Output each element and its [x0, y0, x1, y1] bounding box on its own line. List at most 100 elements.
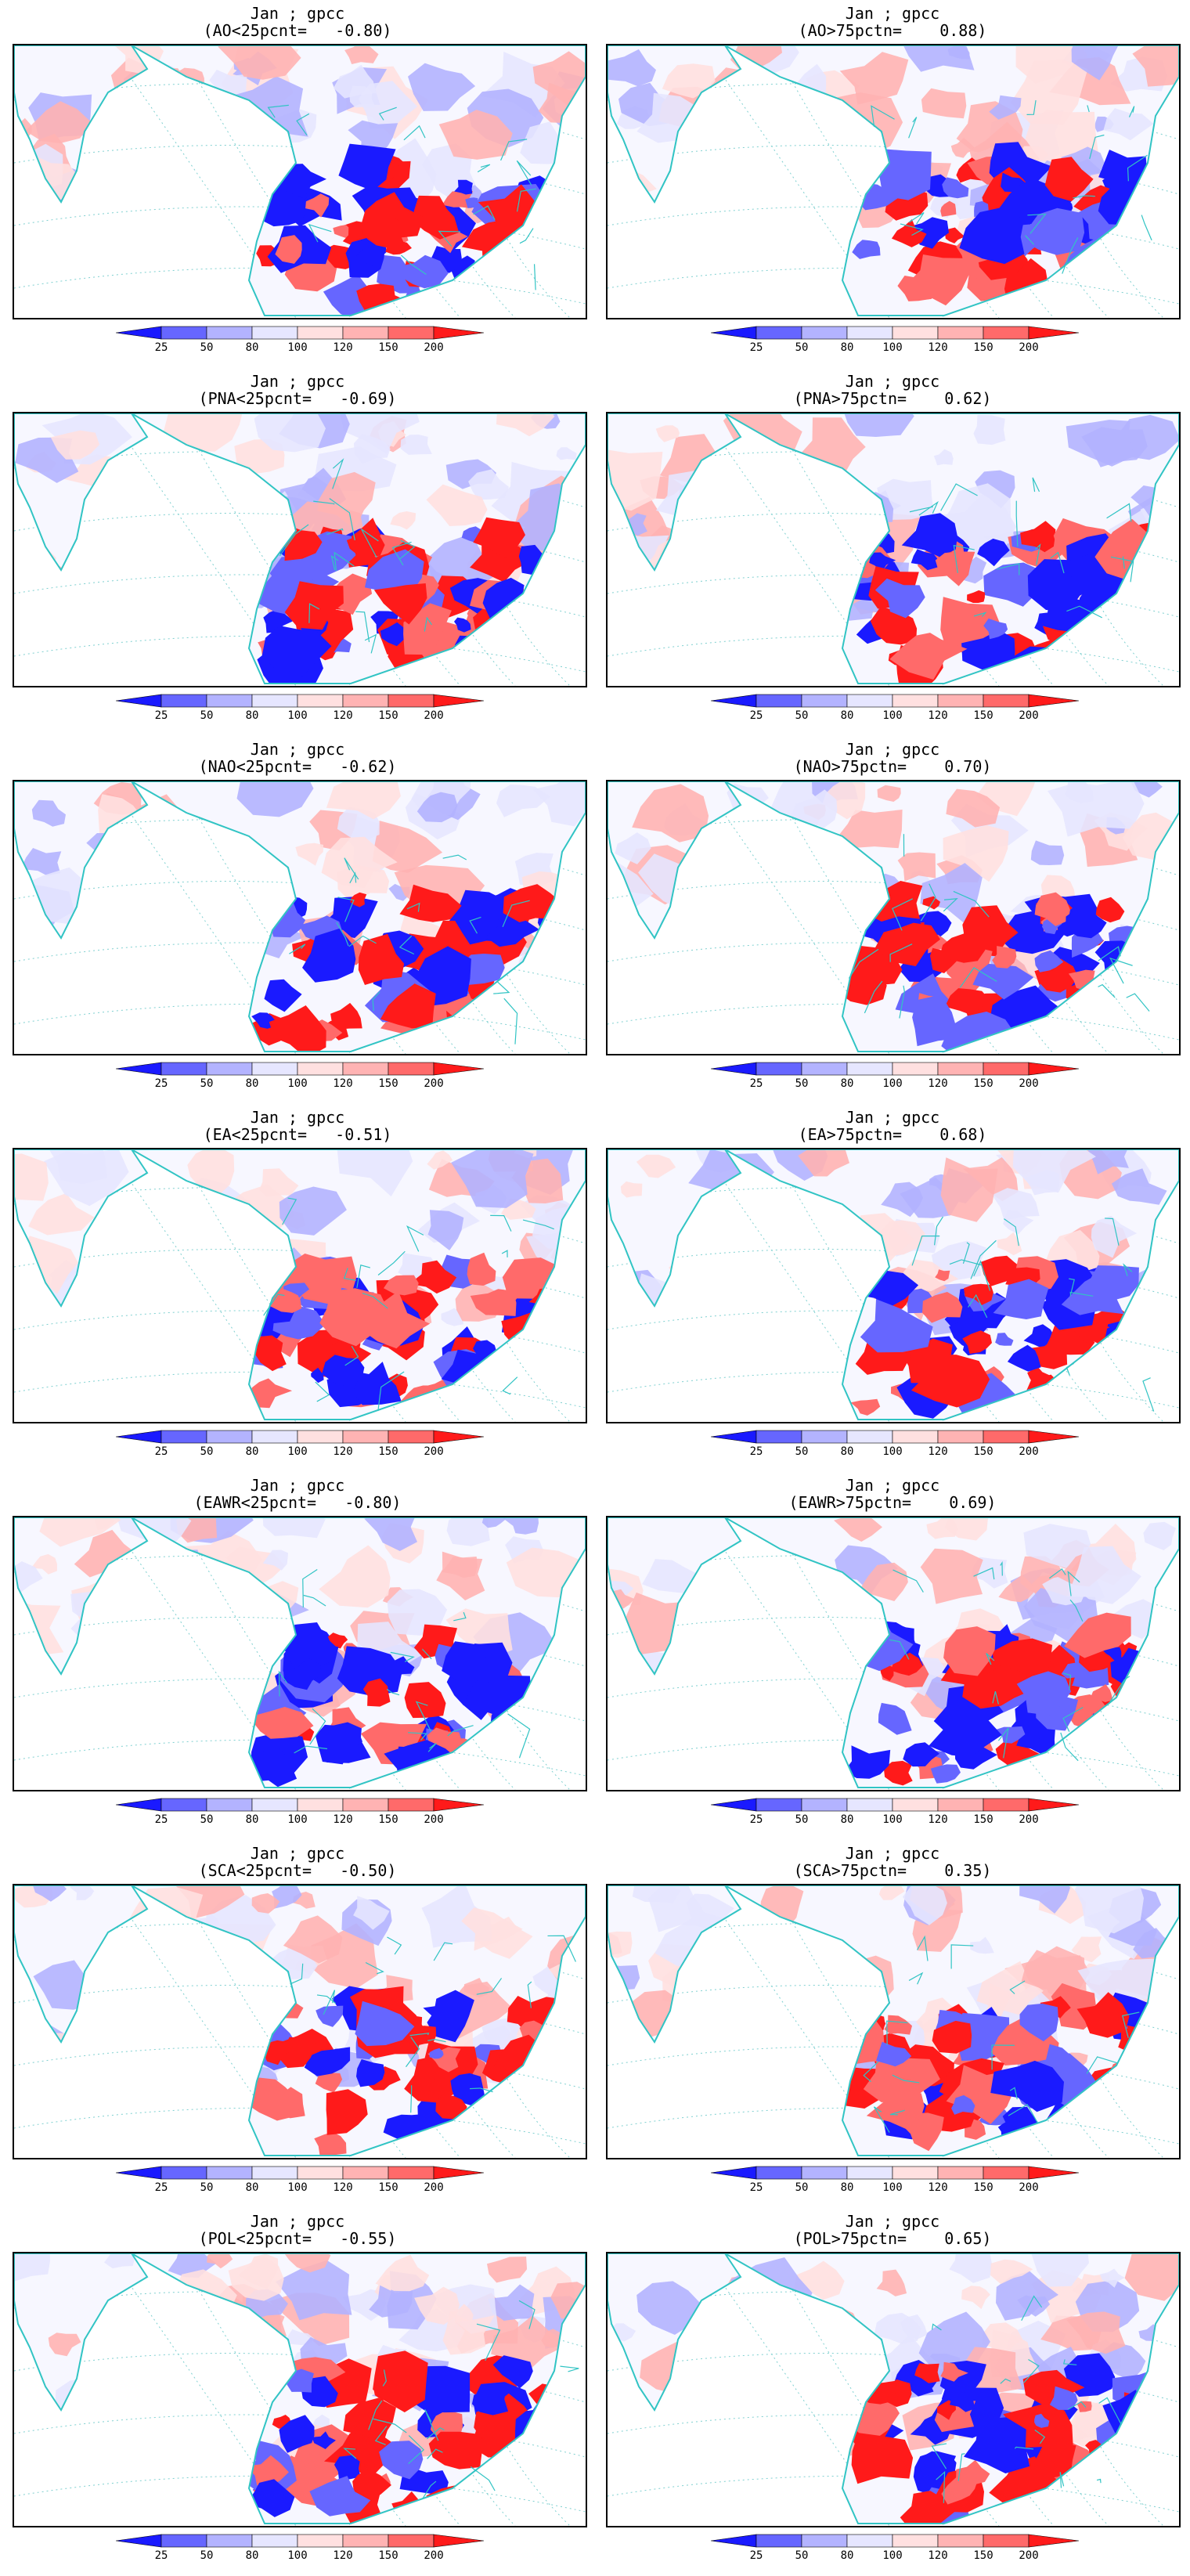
map-frame — [13, 1516, 587, 1791]
colorbar-tick-label: 150 — [378, 2549, 398, 2562]
panel-title-line2: (EAWR<25pcnt= -0.80) — [193, 1493, 402, 1512]
colorbar-tick-label: 200 — [424, 341, 444, 354]
panel-title-line2: (NAO>75pctn= 0.70) — [793, 757, 992, 776]
colorbar-tick-label: 50 — [795, 341, 809, 354]
colorbar-scale — [711, 1062, 1079, 1076]
colorbar-scale — [116, 694, 484, 708]
colorbar-tick-label: 100 — [287, 1813, 308, 1826]
panel-title-line1: Jan ; gpcc — [250, 4, 345, 23]
precipitation-anomaly-map — [14, 45, 586, 318]
colorbar-tick-label: 100 — [882, 2549, 903, 2562]
colorbar-tick-label: 50 — [795, 709, 809, 722]
colorbar-tick-label: 80 — [245, 341, 259, 354]
colorbar-tick-label: 50 — [200, 1077, 214, 1090]
colorbar-tick-label: 200 — [1019, 1445, 1039, 1458]
colorbar-scale — [711, 1798, 1079, 1812]
colorbar-scale — [116, 2166, 484, 2180]
colorbar: 25 50 80 100 120 150 200 — [116, 1798, 484, 1829]
colorbar-tick-label: 25 — [154, 1813, 168, 1826]
precipitation-anomaly-map — [14, 413, 586, 686]
precipitation-anomaly-map — [608, 413, 1179, 686]
colorbar-tick-label: 80 — [245, 1813, 259, 1826]
colorbar-tick-label: 80 — [840, 709, 854, 722]
panel-title-line1: Jan ; gpcc — [845, 1476, 940, 1495]
panel-title-line1: Jan ; gpcc — [845, 740, 940, 759]
colorbar-tick-label: 80 — [840, 1077, 854, 1090]
colorbar-tick-label: 200 — [1019, 1813, 1039, 1826]
colorbar-tick-label: 80 — [840, 2549, 854, 2562]
colorbar-tick-label: 200 — [424, 2549, 444, 2562]
panel-title-line1: Jan ; gpcc — [845, 2212, 940, 2231]
map-panel: Jan ; gpcc (PNA<25pcnt= -0.69) 25 50 80 100 12… — [0, 368, 595, 736]
colorbar-tick-label: 80 — [245, 2181, 259, 2194]
panel-title-line2: (SCA>75pctn= 0.35) — [793, 1861, 992, 1880]
colorbar-scale — [711, 1430, 1079, 1444]
colorbar-tick-label: 100 — [882, 1445, 903, 1458]
colorbar-scale — [711, 2166, 1079, 2180]
colorbar: 25 50 80 100 120 150 200 — [116, 2534, 484, 2565]
colorbar-tick-label: 80 — [245, 2549, 259, 2562]
map-panel: Jan ; gpcc (NAO<25pcnt= -0.62) 25 50 80 100 12… — [0, 736, 595, 1104]
panel-title-line2: (EA<25pcnt= -0.51) — [203, 1125, 392, 1144]
precipitation-anomaly-map — [14, 781, 586, 1054]
colorbar-tick-label: 200 — [424, 709, 444, 722]
map-frame — [606, 1884, 1181, 2159]
colorbar-tick-label: 25 — [749, 341, 763, 354]
map-frame — [606, 780, 1181, 1055]
colorbar-tick-label: 80 — [840, 1813, 854, 1826]
panel-title-line1: Jan ; gpcc — [250, 2212, 345, 2231]
precipitation-anomaly-map — [14, 1885, 586, 2158]
colorbar: 25 50 80 100 120 150 200 — [711, 1062, 1079, 1093]
colorbar-tick-label: 150 — [973, 1077, 993, 1090]
map-panel: Jan ; gpcc (EAWR>75pctn= 0.69) 25 50 80 100 12… — [595, 1472, 1190, 1840]
panel-title-line2: (AO>75pctn= 0.88) — [798, 21, 987, 40]
map-panel: Jan ; gpcc (POL<25pcnt= -0.55) 25 50 80 100 12… — [0, 2208, 595, 2576]
map-frame — [13, 1884, 587, 2159]
colorbar-tick-label: 120 — [333, 341, 353, 354]
colorbar-tick-label: 200 — [1019, 1077, 1039, 1090]
colorbar-tick-label: 25 — [154, 2549, 168, 2562]
map-panel: Jan ; gpcc (AO<25pcnt= -0.80) 25 50 80 100 120… — [0, 0, 595, 368]
map-panel: Jan ; gpcc (EAWR<25pcnt= -0.80) 25 50 80 100 1… — [0, 1472, 595, 1840]
colorbar-tick-label: 80 — [840, 2181, 854, 2194]
colorbar-tick-label: 150 — [973, 341, 993, 354]
colorbar-tick-label: 120 — [333, 2549, 353, 2562]
panel-title-line1: Jan ; gpcc — [845, 1844, 940, 1863]
colorbar-tick-label: 150 — [973, 709, 993, 722]
colorbar: 25 50 80 100 120 150 200 — [711, 2534, 1079, 2565]
colorbar-tick-label: 150 — [973, 1445, 993, 1458]
colorbar-tick-label: 120 — [333, 1445, 353, 1458]
precipitation-anomaly-map — [608, 45, 1179, 318]
colorbar-tick-label: 25 — [154, 709, 168, 722]
panel-title-line1: Jan ; gpcc — [250, 372, 345, 391]
panel-title-line1: Jan ; gpcc — [845, 4, 940, 23]
colorbar-scale — [116, 2534, 484, 2548]
panel-title-line2: (NAO<25pcnt= -0.62) — [198, 757, 397, 776]
colorbar: 25 50 80 100 120 150 200 — [711, 2166, 1079, 2197]
colorbar-tick-label: 80 — [245, 1077, 259, 1090]
colorbar-scale — [711, 326, 1079, 340]
colorbar-tick-label: 100 — [287, 2549, 308, 2562]
precipitation-anomaly-map — [14, 1149, 586, 1422]
precipitation-anomaly-map — [608, 2253, 1179, 2526]
colorbar-tick-label: 120 — [928, 2181, 948, 2194]
colorbar-tick-label: 50 — [795, 2181, 809, 2194]
panel-title-line2: (EAWR>75pctn= 0.69) — [788, 1493, 997, 1512]
colorbar-tick-label: 50 — [200, 2549, 214, 2562]
colorbar-tick-label: 200 — [1019, 709, 1039, 722]
colorbar-tick-label: 150 — [378, 709, 398, 722]
colorbar-tick-label: 25 — [154, 1077, 168, 1090]
precipitation-anomaly-map — [608, 1885, 1179, 2158]
colorbar-tick-label: 50 — [795, 2549, 809, 2562]
colorbar-tick-label: 25 — [749, 1077, 763, 1090]
colorbar: 25 50 80 100 120 150 200 — [116, 1430, 484, 1461]
colorbar-tick-label: 25 — [749, 2181, 763, 2194]
colorbar-tick-label: 100 — [287, 341, 308, 354]
colorbar-tick-label: 120 — [928, 341, 948, 354]
panel-title-line2: (POL>75pctn= 0.65) — [793, 2229, 992, 2248]
panel-title-line1: Jan ; gpcc — [250, 1476, 345, 1495]
map-frame — [606, 44, 1181, 319]
colorbar-tick-label: 150 — [378, 341, 398, 354]
panel-title-line1: Jan ; gpcc — [845, 372, 940, 391]
map-frame — [606, 2252, 1181, 2527]
